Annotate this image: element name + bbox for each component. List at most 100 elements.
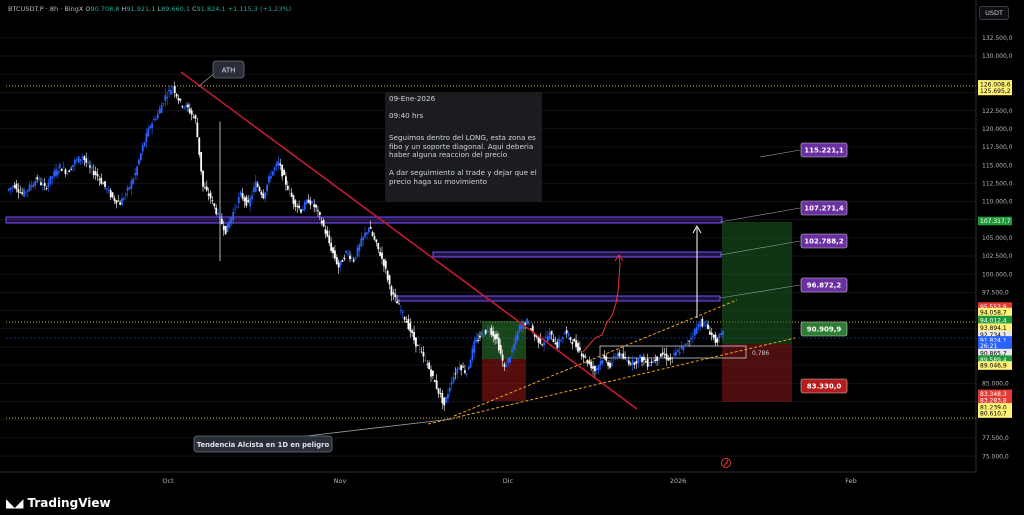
candle-body (320, 220, 323, 224)
candle-body (565, 330, 568, 334)
candle-body (622, 353, 625, 359)
candle-body (168, 89, 170, 92)
price-label-text: 110.000,0 (982, 199, 1013, 206)
candle-body (175, 93, 178, 97)
price-label: 107.317,7 (978, 216, 1012, 226)
candle-body (533, 334, 536, 337)
candle-body (185, 105, 187, 108)
event-icon[interactable] (721, 458, 731, 468)
price-label-text: 83.283,8 (980, 398, 1007, 405)
level-box-text: 107.271,4 (804, 205, 844, 213)
candle-body (19, 191, 22, 193)
candle-body (266, 184, 268, 192)
price-label: 75.000,0 (982, 453, 1009, 460)
candle-body (204, 187, 206, 189)
candle-body (661, 352, 664, 355)
candle-body (590, 361, 593, 369)
candle-body (464, 370, 466, 373)
candle-body (200, 152, 203, 172)
candle-body (477, 339, 480, 341)
level-box[interactable]: 102.788,2 (800, 233, 848, 249)
candlestick-series (8, 81, 724, 412)
level-box[interactable]: 90.909,9 (800, 321, 848, 337)
level-labels: 115.221,1 107.271,4 102.788,2 96.872,2 90.90… (800, 142, 848, 394)
candle-body (134, 173, 137, 176)
candle-body (237, 197, 240, 204)
candle-body (627, 360, 630, 365)
candle-body (79, 158, 82, 161)
price-label-text: 132.500,0 (982, 35, 1013, 42)
trade-note[interactable]: 09-Ene-2026 09:40 hrs Seguimos dentro de… (385, 92, 542, 202)
candle-body (251, 195, 253, 200)
candle-body (511, 349, 513, 352)
candle-body (439, 393, 442, 395)
candle-body (9, 187, 12, 190)
tradingview-logo[interactable]: ◣◢ TradingView (6, 496, 111, 510)
candle-body (352, 259, 355, 262)
candle-body (57, 171, 59, 175)
candle-body (710, 332, 713, 335)
level-box[interactable]: 115.221,1 (800, 142, 848, 158)
candle-body (626, 360, 628, 362)
candle-body (580, 353, 583, 357)
trend-warning-label[interactable]: Tendencia Alcista en 1D en peligro (193, 435, 333, 453)
candle-body (605, 356, 608, 361)
candle-body (612, 356, 615, 359)
level-box[interactable]: 107.271,4 (800, 200, 848, 216)
resistance-zone-107k (5, 216, 723, 224)
candle-body (473, 340, 476, 353)
level-box[interactable]: 96.872,2 (800, 277, 848, 293)
candle-body (722, 330, 724, 335)
candle-body (631, 360, 634, 365)
candle-body (230, 217, 233, 224)
candle-body (222, 225, 225, 231)
candle-body (569, 337, 572, 340)
price-label: 112.500,0 (982, 181, 1013, 188)
currency-button[interactable]: USDT (979, 6, 1009, 20)
candle-body (705, 325, 707, 327)
symbol-label[interactable]: BTCUSDT.P · 8h · BingX (8, 5, 84, 13)
price-label: 90.865,7 (978, 348, 1012, 358)
candle-body (207, 193, 210, 196)
price-label: 130.000,0 (982, 53, 1013, 60)
level-box[interactable]: 83.330,0 (800, 378, 848, 394)
candle-body (501, 354, 504, 361)
candle-body (85, 158, 88, 163)
price-label: 93.894,1 (978, 323, 1012, 332)
candle-body (641, 356, 643, 362)
candle-body (443, 397, 446, 406)
candle-body (149, 126, 152, 129)
candle-body (403, 317, 406, 320)
candle-body (15, 183, 18, 190)
candle-body (629, 363, 632, 365)
high-value: 91.921,1 (126, 5, 156, 13)
price-label-text: 130.000,0 (982, 53, 1013, 60)
candle-body (202, 170, 204, 187)
candle-body (624, 356, 626, 359)
candle-body (499, 345, 502, 354)
candle-body (8, 188, 10, 191)
candle-body (213, 203, 216, 207)
candle-body (609, 362, 611, 368)
candle-body (597, 365, 600, 370)
candle-body (303, 202, 306, 210)
price-label: 105.000,0 (982, 235, 1013, 242)
candle-body (558, 339, 561, 348)
price-label-text: 105.000,0 (982, 235, 1013, 242)
candle-body (514, 335, 517, 345)
ath-label[interactable]: ATH (212, 60, 245, 79)
price-label: 89.589,4 (978, 355, 1012, 365)
level-box-text: 115.221,1 (804, 147, 844, 155)
candle-body (138, 159, 140, 165)
candle-body (337, 262, 340, 268)
candle-body (98, 178, 101, 180)
time-axis-labels: Oct Nov Dic 2026 Feb (162, 477, 856, 485)
candle-body (217, 212, 219, 215)
price-label-text: 122.500,0 (982, 108, 1013, 115)
candle-body (379, 252, 382, 256)
candle-body (96, 174, 99, 177)
price-label-text: 92.734,1 (980, 332, 1007, 339)
ohlc-legend: BTCUSDT.P · 8h · BingX O90.708,8 H91.921… (8, 5, 291, 13)
